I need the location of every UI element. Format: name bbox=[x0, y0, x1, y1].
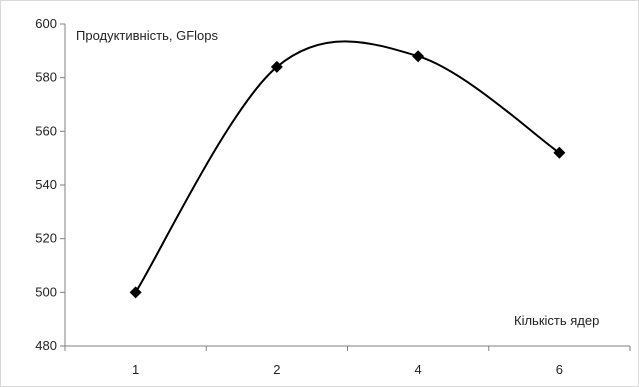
y-tick-label: 520 bbox=[35, 231, 57, 246]
y-tick-label: 480 bbox=[35, 338, 57, 353]
series bbox=[129, 40, 566, 299]
y-axis: 480 500 520 540 560 580 600 bbox=[35, 16, 66, 353]
x-tick-label: 4 bbox=[415, 362, 422, 377]
y-tick-label: 540 bbox=[35, 177, 57, 192]
x-tick-label: 1 bbox=[132, 362, 139, 377]
series-line bbox=[134, 40, 560, 293]
y-tick-label: 580 bbox=[35, 70, 57, 85]
data-point bbox=[553, 146, 566, 159]
x-tick-label: 2 bbox=[273, 362, 280, 377]
y-tick-label: 600 bbox=[35, 16, 57, 31]
x-axis: 1 2 4 6 bbox=[64, 345, 631, 377]
y-axis-title: Продуктивність, GFlops bbox=[76, 28, 218, 43]
data-point bbox=[412, 50, 425, 63]
y-tick-label: 560 bbox=[35, 123, 57, 138]
data-point bbox=[270, 60, 283, 73]
x-tick-label: 6 bbox=[556, 362, 563, 377]
x-axis-title: Кількість ядер bbox=[514, 313, 599, 328]
data-point bbox=[129, 286, 142, 299]
y-tick-label: 500 bbox=[35, 284, 57, 299]
